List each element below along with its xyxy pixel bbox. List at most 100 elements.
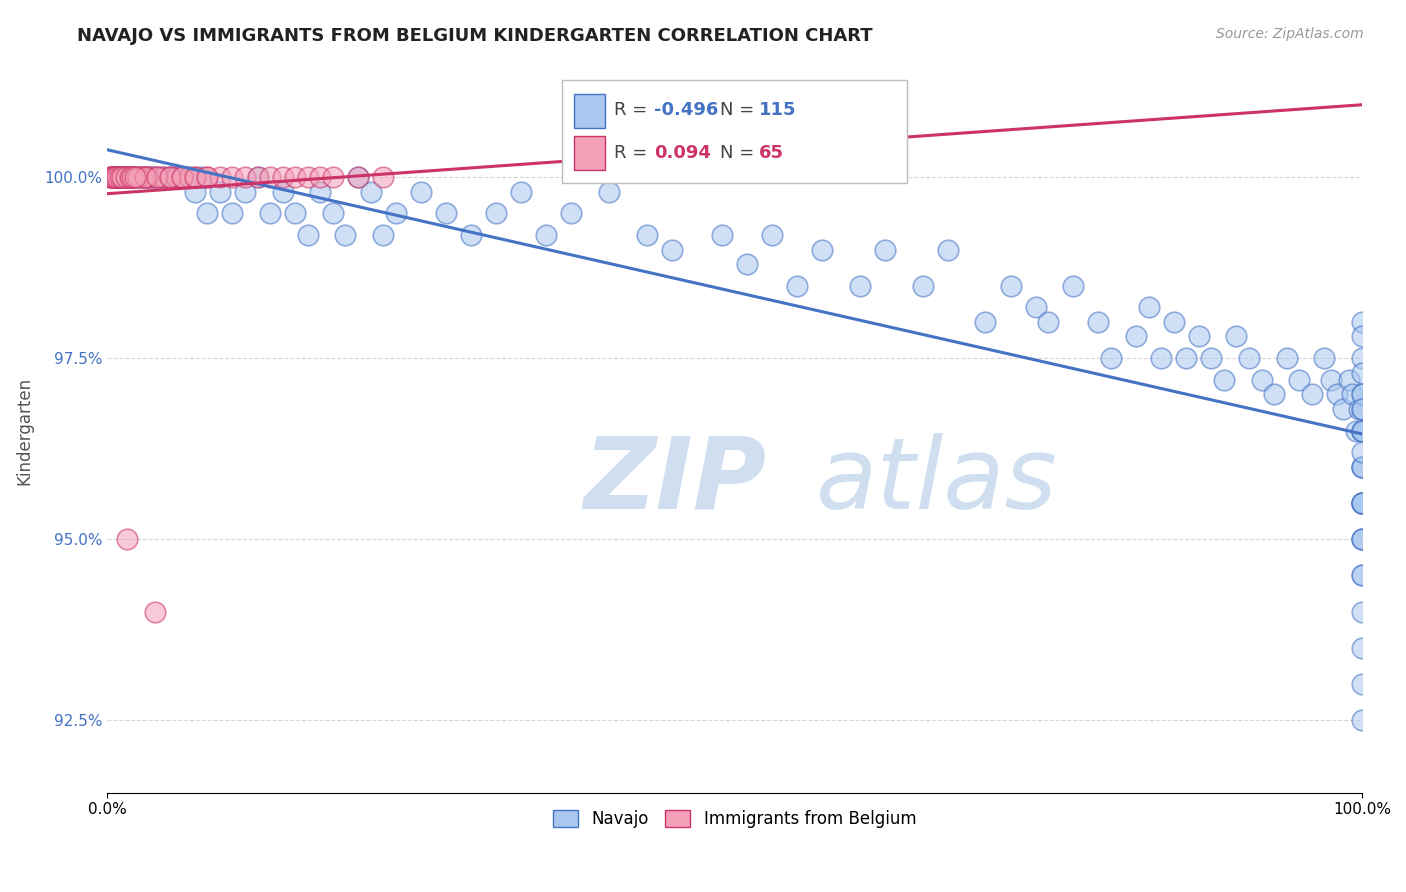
Point xyxy=(127,170,149,185)
Point xyxy=(1163,315,1185,329)
Point xyxy=(115,532,138,546)
Point xyxy=(1351,640,1374,655)
Point xyxy=(1351,387,1374,401)
Point xyxy=(152,170,174,185)
Point xyxy=(114,170,136,185)
Text: NAVAJO VS IMMIGRANTS FROM BELGIUM KINDERGARTEN CORRELATION CHART: NAVAJO VS IMMIGRANTS FROM BELGIUM KINDER… xyxy=(77,27,873,45)
Text: R =: R = xyxy=(614,101,654,119)
Point xyxy=(259,206,281,220)
Point xyxy=(107,170,129,185)
Point xyxy=(136,170,159,185)
Point xyxy=(208,170,231,185)
Point xyxy=(1341,387,1364,401)
Point xyxy=(134,170,156,185)
Point xyxy=(1351,401,1374,416)
Point xyxy=(146,170,169,185)
Point xyxy=(284,170,307,185)
Point xyxy=(1201,351,1223,366)
Point xyxy=(118,170,141,185)
Point xyxy=(1038,315,1060,329)
Point xyxy=(1351,459,1374,474)
Point xyxy=(384,206,406,220)
Point xyxy=(127,170,149,185)
Point xyxy=(347,170,370,185)
Point xyxy=(233,170,256,185)
Point xyxy=(139,170,162,185)
Point xyxy=(1351,713,1374,727)
Point xyxy=(177,170,200,185)
Point xyxy=(184,170,207,185)
Point xyxy=(1331,401,1354,416)
Point xyxy=(1125,329,1147,343)
Legend: Navajo, Immigrants from Belgium: Navajo, Immigrants from Belgium xyxy=(546,804,922,835)
Point xyxy=(1351,496,1374,510)
Point xyxy=(114,170,136,185)
Point xyxy=(221,206,243,220)
Point xyxy=(936,243,959,257)
Point xyxy=(118,170,141,185)
Point xyxy=(177,170,200,185)
Point xyxy=(108,170,131,185)
Point xyxy=(208,185,231,199)
Point xyxy=(190,170,212,185)
Point xyxy=(1150,351,1173,366)
Text: R =: R = xyxy=(614,145,654,162)
Point xyxy=(1237,351,1260,366)
Point xyxy=(1351,568,1374,582)
Point xyxy=(108,170,131,185)
Point xyxy=(98,170,121,185)
Point xyxy=(111,170,134,185)
Point xyxy=(146,170,169,185)
Point xyxy=(1025,301,1047,315)
Point xyxy=(1000,278,1022,293)
Point xyxy=(134,170,156,185)
Point xyxy=(1351,459,1374,474)
Point xyxy=(221,170,243,185)
Point xyxy=(143,605,166,619)
Point xyxy=(100,170,122,185)
Text: 115: 115 xyxy=(759,101,797,119)
Text: -0.496: -0.496 xyxy=(654,101,718,119)
Point xyxy=(184,170,207,185)
Point xyxy=(159,170,181,185)
Point xyxy=(114,170,136,185)
Point xyxy=(124,170,146,185)
Point xyxy=(322,170,344,185)
Point xyxy=(1351,351,1374,366)
Point xyxy=(159,170,181,185)
Point xyxy=(434,206,457,220)
Point xyxy=(710,228,733,243)
Point xyxy=(1250,373,1272,387)
Point xyxy=(101,170,124,185)
Point xyxy=(1288,373,1310,387)
Point xyxy=(1062,278,1084,293)
Text: N =: N = xyxy=(720,145,759,162)
Point xyxy=(1275,351,1298,366)
Point xyxy=(120,170,142,185)
Point xyxy=(1351,677,1374,691)
Point xyxy=(1175,351,1198,366)
Point xyxy=(1263,387,1285,401)
Point xyxy=(460,228,482,243)
Point xyxy=(127,170,149,185)
Point xyxy=(1351,496,1374,510)
Text: N =: N = xyxy=(720,101,759,119)
Point xyxy=(1213,373,1236,387)
Point xyxy=(112,170,135,185)
Point xyxy=(124,170,146,185)
Point xyxy=(1351,459,1374,474)
Point xyxy=(172,170,194,185)
Point xyxy=(360,185,382,199)
Point xyxy=(195,170,218,185)
Text: atlas: atlas xyxy=(815,433,1057,530)
Point xyxy=(136,170,159,185)
Point xyxy=(1351,424,1374,438)
Point xyxy=(1351,496,1374,510)
Point xyxy=(117,170,139,185)
Point xyxy=(121,170,143,185)
Point xyxy=(409,185,432,199)
Point xyxy=(661,243,683,257)
Point xyxy=(598,185,620,199)
Point xyxy=(103,170,125,185)
Point xyxy=(347,170,370,185)
